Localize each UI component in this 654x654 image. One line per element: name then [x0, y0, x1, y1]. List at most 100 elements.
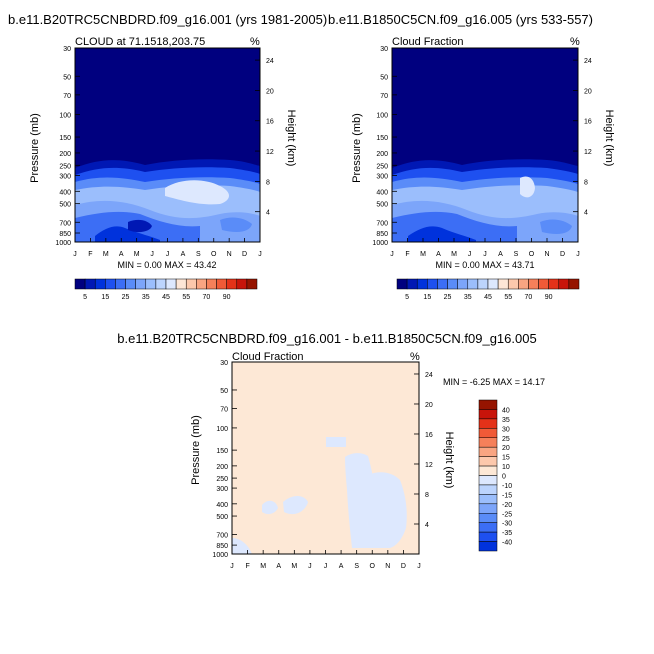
y-tick-label: 100: [59, 113, 71, 120]
colorbar-swatch: [478, 399, 498, 410]
x-tick-label: M: [451, 251, 457, 258]
y-right-tick-label: 16: [584, 119, 592, 126]
y-tick-label: 400: [376, 189, 388, 196]
x-tick-label: A: [276, 563, 281, 570]
panel-b-ylabel: Pressure (mb): [351, 113, 363, 183]
colorbar-swatch: [406, 278, 418, 290]
x-tick-label: A: [436, 251, 441, 258]
colorbar-label: 45: [162, 294, 170, 301]
y-right-tick-label: 16: [425, 432, 433, 439]
colorbar-swatch: [246, 278, 258, 290]
colorbar-label: 40: [502, 407, 510, 414]
y-right-tick-label: 24: [266, 58, 274, 65]
colorbar-swatch: [477, 278, 489, 290]
colorbar-swatch: [528, 278, 539, 290]
x-tick-label: J: [258, 251, 262, 258]
y-right-tick-label: 4: [266, 210, 270, 217]
colorbar-swatch: [467, 278, 479, 290]
x-tick-label: A: [498, 251, 503, 258]
y-right-tick-label: 20: [425, 402, 433, 409]
y-tick-label: 30: [63, 46, 71, 53]
colorbar-swatch: [185, 278, 197, 290]
x-tick-label: F: [405, 251, 409, 258]
colorbar-label: 5: [405, 294, 409, 301]
y-right-tick-label: 4: [425, 522, 429, 529]
x-tick-label: M: [134, 251, 140, 258]
y-tick-label: 700: [59, 220, 71, 227]
panel-c-unit: %: [410, 351, 420, 363]
panel-a-y-axis: 30 50 70 100 150 200 250 300 400 500 700 850 1000: [55, 46, 80, 247]
y-right-tick-label: 8: [425, 492, 429, 499]
y-tick-label: 250: [216, 476, 228, 483]
colorbar-label: 90: [223, 294, 231, 301]
y-tick-label: 300: [216, 486, 228, 493]
y-tick-label: 100: [216, 426, 228, 433]
y-right-tick-label: 16: [266, 119, 274, 126]
colorbar-swatch: [105, 278, 116, 290]
x-tick-label: F: [88, 251, 92, 258]
colorbar-swatch: [145, 278, 157, 290]
colorbar-swatch: [478, 513, 498, 523]
panel-c: b.e11.B20TRC5CNBDRD.f09_g16.001 - b.e11.…: [117, 331, 545, 570]
colorbar-b: 5 15 25 35 45 55 70 90: [396, 278, 580, 301]
panel-b-ylabel-right: Height (km): [603, 110, 615, 167]
colorbar-swatch: [497, 278, 509, 290]
y-tick-label: 850: [376, 231, 388, 238]
panel-c-ylabel: Pressure (mb): [190, 415, 202, 485]
y-tick-label: 700: [376, 220, 388, 227]
colorbar-label: -30: [502, 521, 512, 528]
colorbar-label: 35: [502, 417, 510, 424]
y-tick-label: 1000: [372, 240, 388, 247]
colorbar-swatch: [216, 278, 227, 290]
y-right-tick-label: 24: [584, 58, 592, 65]
colorbar-label: 55: [182, 294, 190, 301]
x-tick-label: N: [385, 563, 390, 570]
colorbar-swatch: [478, 484, 498, 495]
colorbar-label: 70: [203, 294, 211, 301]
panel-a-plot: [75, 48, 260, 242]
x-tick-label: O: [370, 563, 376, 570]
x-tick-label: F: [245, 563, 249, 570]
panel-b-title: b.e11.B1850C5CN.f09_g16.005 (yrs 533-557…: [328, 12, 593, 27]
y-tick-label: 250: [376, 163, 388, 170]
colorbar-label: 15: [101, 294, 109, 301]
colorbar-swatch: [478, 531, 498, 542]
x-tick-label: J: [73, 251, 77, 258]
y-tick-label: 500: [376, 202, 388, 209]
colorbar-swatch: [155, 278, 167, 290]
y-right-tick-label: 8: [266, 179, 270, 186]
x-tick-label: J: [324, 563, 328, 570]
colorbar-swatch: [507, 278, 519, 290]
y-tick-label: 300: [59, 173, 71, 180]
colorbar-swatch: [196, 278, 207, 290]
panel-c-title: b.e11.B20TRC5CNBDRD.f09_g16.001 - b.e11.…: [117, 331, 536, 346]
colorbar-label: 25: [444, 294, 452, 301]
colorbar-label: 15: [423, 294, 431, 301]
y-tick-label: 70: [380, 93, 388, 100]
panel-a-stats: MIN = 0.00 MAX = 43.42: [117, 260, 216, 270]
colorbar-swatch: [175, 278, 187, 290]
panel-c-subtitle: Cloud Fraction: [232, 351, 304, 363]
panel-c-y-axis: 30 50 70 100 150 200 250 300 400 500 700 850 1000: [212, 360, 237, 559]
y-tick-label: 700: [216, 532, 228, 539]
colorbar-label: 15: [502, 455, 510, 462]
x-tick-label: J: [417, 563, 421, 570]
colorbar-label: 45: [484, 294, 492, 301]
colorbar-swatch: [478, 494, 498, 505]
colorbar-swatch: [548, 278, 560, 290]
x-tick-label: M: [420, 251, 426, 258]
panel-a-subtitle: CLOUD at 71.1518,203.75: [75, 36, 205, 48]
panel-c-y-axis-right: 24 20 16 12 8 4: [414, 372, 433, 529]
colorbar-label: 35: [142, 294, 150, 301]
x-tick-label: D: [242, 251, 247, 258]
colorbar-swatch: [84, 278, 96, 290]
y-tick-label: 70: [220, 406, 228, 413]
panel-b-y-axis-right: 24 20 16 12 8 4: [573, 58, 592, 217]
x-tick-label: J: [308, 563, 312, 570]
colorbar-swatch: [427, 278, 438, 290]
colorbar-swatch: [478, 428, 498, 438]
colorbar-label: 90: [545, 294, 553, 301]
colorbar-swatch: [236, 278, 248, 290]
y-tick-label: 500: [59, 202, 71, 209]
